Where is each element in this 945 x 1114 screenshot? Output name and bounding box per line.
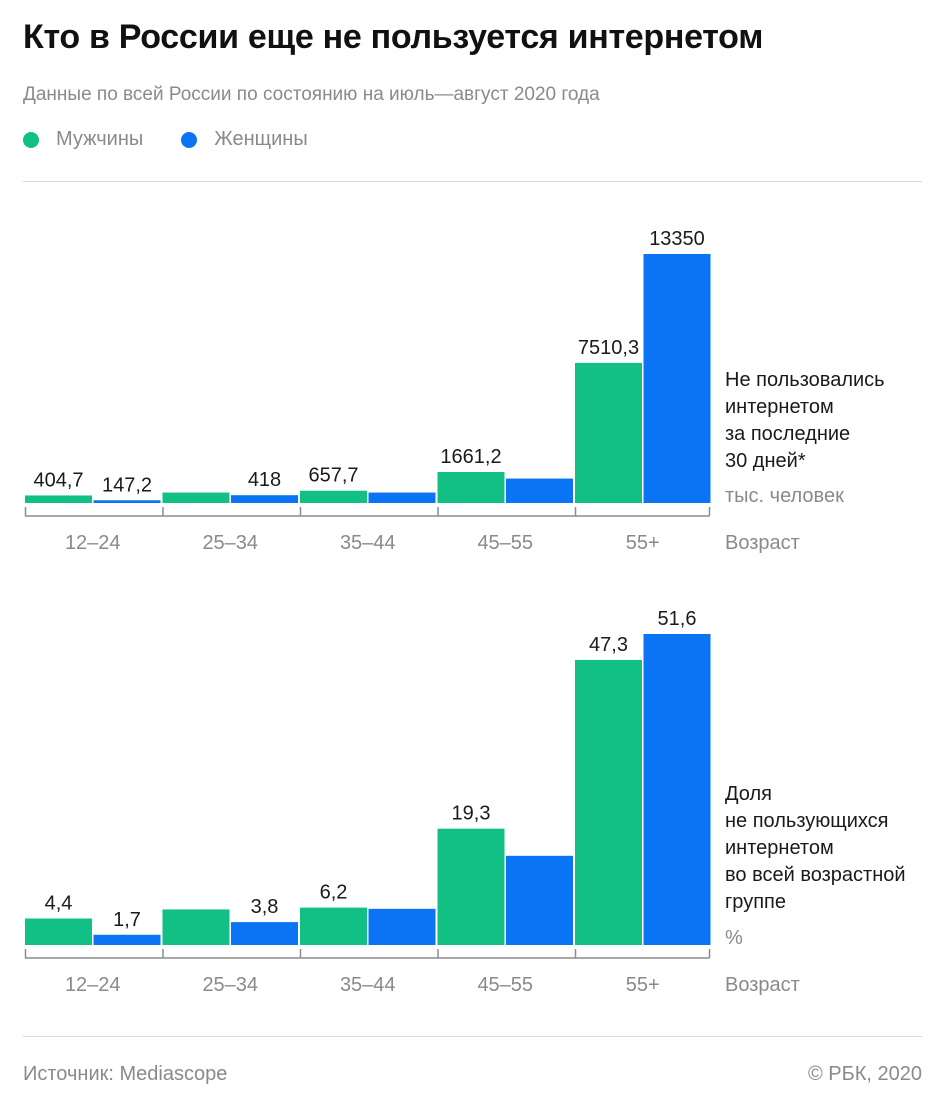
bar-women-3 <box>506 478 573 503</box>
x-tick-label-1: 25–34 <box>202 974 258 996</box>
value-label-men-0: 4,4 <box>45 892 73 914</box>
value-label-women-1: 3,8 <box>251 896 279 918</box>
side-label-line-0: Доля <box>725 783 772 805</box>
side-label-line-1: интернетом <box>725 396 834 418</box>
bar-men-4 <box>575 362 642 503</box>
x-axis-label: Возраст <box>725 532 800 554</box>
x-tick-label-0: 12–24 <box>65 974 121 996</box>
bar-women-3 <box>506 855 573 945</box>
x-tick-label-4: 55+ <box>626 532 660 554</box>
legend: Мужчины Женщины <box>23 128 346 151</box>
side-label-line-0: Не пользовались <box>725 369 885 391</box>
chart-title: Кто в России еще не пользуется интернето… <box>23 18 764 56</box>
bar-men-3 <box>437 828 505 945</box>
value-label-men-4: 7510,3 <box>578 337 639 359</box>
header-divider <box>23 181 922 182</box>
copyright-note: © РБК, 2020 <box>807 1063 922 1085</box>
side-label-line-3: 30 дней* <box>725 450 806 472</box>
legend-swatch-men <box>23 131 39 148</box>
legend-label-women: Женщины <box>214 128 308 150</box>
x-tick-label-2: 35–44 <box>340 974 396 996</box>
value-label-men-2: 657,7 <box>308 465 358 487</box>
bar-men-0 <box>25 918 92 945</box>
value-label-men-3: 19,3 <box>452 803 491 825</box>
chart-subtitle: Данные по всей России по состоянию на ию… <box>23 84 600 105</box>
unit-label: % <box>725 927 743 949</box>
bar-women-0 <box>93 500 161 503</box>
x-tick-label-3: 45–55 <box>477 532 533 554</box>
value-label-women-0: 1,7 <box>113 909 141 931</box>
bar-women-4 <box>643 634 711 945</box>
bar-men-0 <box>25 495 92 503</box>
value-label-men-3: 1661,2 <box>440 446 501 468</box>
side-label-line-2: интернетом <box>725 837 834 859</box>
bar-women-1 <box>231 922 298 945</box>
bar-men-1 <box>162 492 230 503</box>
unit-label: тыс. человек <box>725 485 844 507</box>
bar-men-3 <box>437 472 505 503</box>
side-label-line-2: за последние <box>725 423 850 445</box>
side-label-line-3: во всей возрастной <box>725 864 906 886</box>
x-axis-label: Возраст <box>725 974 800 996</box>
bar-women-4 <box>643 254 711 503</box>
value-label-men-0: 404,7 <box>33 469 83 491</box>
side-label-line-4: группе <box>725 891 786 913</box>
bar-women-2 <box>368 492 436 503</box>
value-label-women-1: 418 <box>248 469 281 491</box>
x-tick-label-4: 55+ <box>626 974 660 996</box>
bar-men-1 <box>162 909 230 945</box>
footer-divider <box>23 1036 922 1037</box>
side-label-line-1: не пользующихся <box>725 810 889 832</box>
value-label-women-0: 147,2 <box>102 474 152 496</box>
value-label-women-4: 51,6 <box>658 608 697 630</box>
bar-men-2 <box>300 907 367 945</box>
legend-swatch-women <box>181 131 198 148</box>
value-label-men-4: 47,3 <box>589 634 628 656</box>
x-tick-label-1: 25–34 <box>202 532 258 554</box>
bar-women-0 <box>93 934 161 945</box>
x-tick-label-2: 35–44 <box>340 532 396 554</box>
value-label-women-4: 13350 <box>649 228 705 250</box>
bar-men-4 <box>575 659 642 945</box>
legend-label-men: Мужчины <box>56 128 144 150</box>
legend-item-men: Мужчины <box>23 128 143 151</box>
source-note: Источник: Mediascope <box>23 1063 228 1085</box>
x-tick-label-0: 12–24 <box>65 532 121 554</box>
value-label-men-2: 6,2 <box>320 882 348 904</box>
x-tick-label-3: 45–55 <box>477 974 533 996</box>
bar-women-1 <box>231 495 298 503</box>
legend-item-women: Женщины <box>181 128 308 151</box>
bar-men-2 <box>300 490 367 503</box>
bar-women-2 <box>368 908 436 945</box>
